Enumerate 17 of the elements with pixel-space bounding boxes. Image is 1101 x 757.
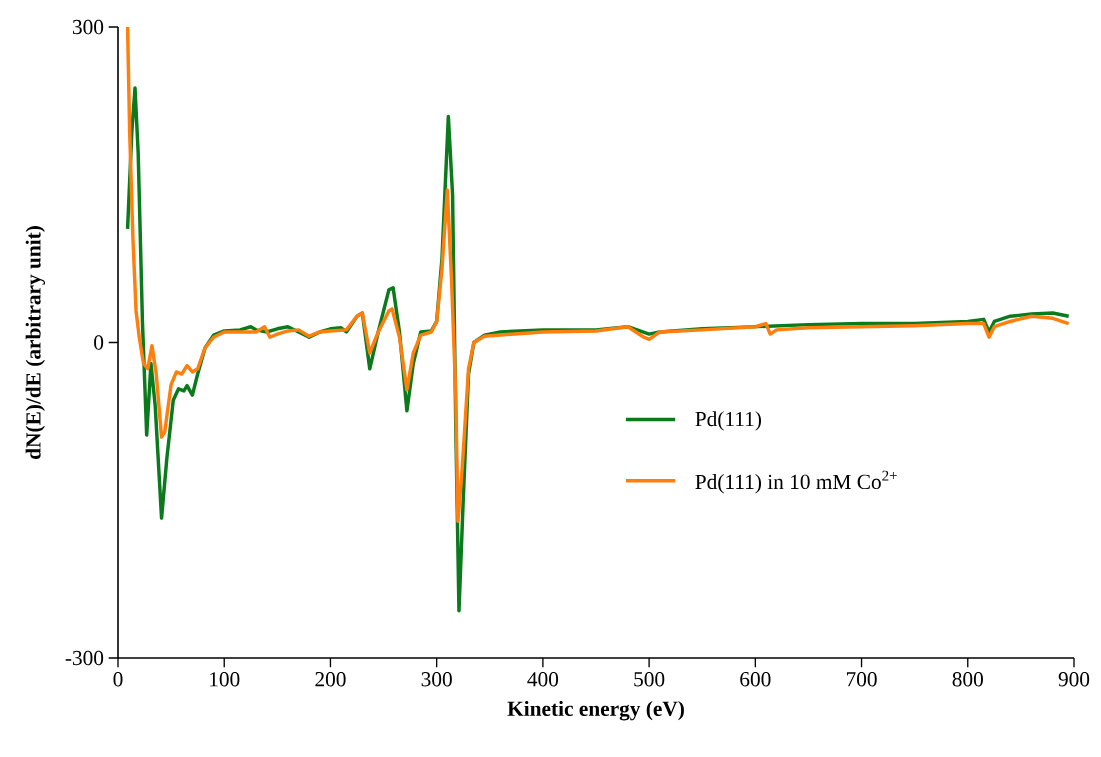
x-tick-label: 700 <box>846 672 877 687</box>
y-tick-label: -300 <box>65 650 104 666</box>
y-tick-label: 300 <box>72 19 104 35</box>
x-tick-label: 500 <box>634 672 665 687</box>
x-tick-label: 900 <box>1058 672 1090 687</box>
legend-label: Pd(111) <box>695 411 761 431</box>
x-tick-label: 800 <box>952 672 983 687</box>
x-tick-label: 100 <box>210 672 240 687</box>
y-tick-label: 0 <box>94 335 104 350</box>
legend-label: Pd(111) in 10 mM Co$^{2+}$ <box>695 470 897 494</box>
y-axis-title: dN(E)/dE (arbitrary unit) <box>25 226 46 459</box>
x-tick-label: 400 <box>527 672 559 687</box>
x-axis-title: Kinetic energy (eV) <box>507 700 684 721</box>
x-tick-label: 200 <box>315 672 346 687</box>
x-tick-label: 300 <box>421 672 452 687</box>
x-tick-label: 0 <box>113 672 123 687</box>
x-tick-label: 600 <box>740 672 771 687</box>
